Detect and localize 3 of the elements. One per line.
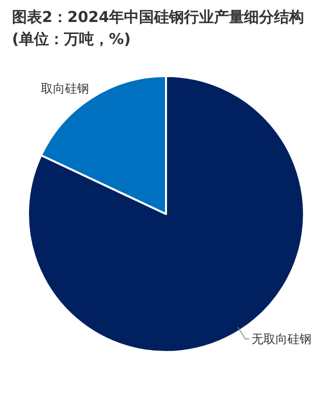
slice-label: 无取向硅钢 <box>251 332 312 346</box>
slice-label: 取向硅钢 <box>40 81 89 96</box>
chart-title: 图表2：2024年中国硅钢行业产量细分结构(单位：万吨，%) <box>12 7 306 50</box>
